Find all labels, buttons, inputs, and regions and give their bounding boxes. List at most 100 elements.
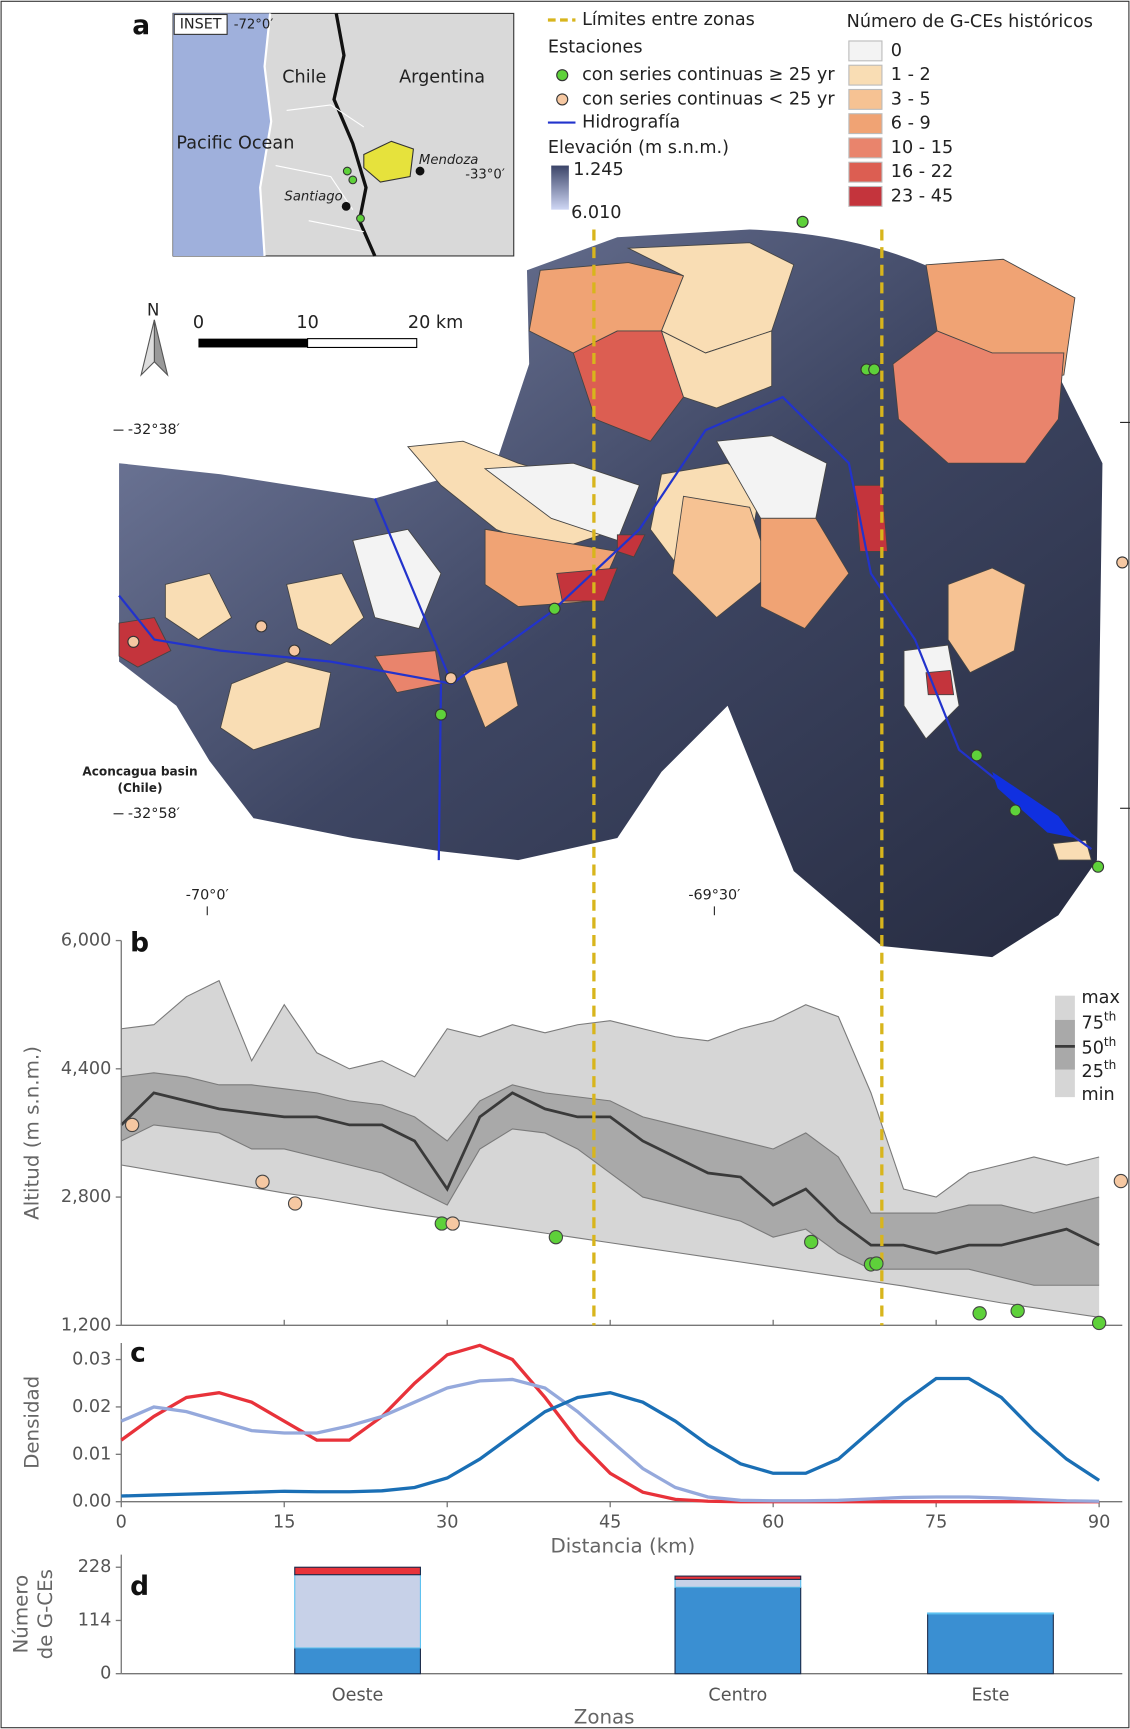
place: Chile <box>282 67 326 87</box>
lat-label: -32°58′ <box>128 806 180 822</box>
legend-label: 75th <box>1081 1009 1116 1033</box>
legend-label: 6.010 <box>571 203 621 223</box>
legend-swatch <box>849 138 882 158</box>
scale-label: 0 <box>193 313 204 333</box>
legend-label: max <box>1081 988 1119 1008</box>
panel-label: d <box>130 1571 149 1602</box>
legend-label: 10 - 15 <box>891 138 953 158</box>
lon-label: -69°30′ <box>688 887 740 903</box>
north-label: N <box>147 301 159 320</box>
scale-bar <box>308 339 417 348</box>
legend-label: 50th <box>1081 1034 1116 1058</box>
x-axis-title: Zonas <box>574 1705 635 1728</box>
bar-segment <box>675 1579 801 1587</box>
y-axis-title: Densidad <box>21 1376 44 1469</box>
bar-segment <box>675 1587 801 1673</box>
bar-segment <box>295 1567 421 1574</box>
y-tick-label: 0.03 <box>72 1350 111 1370</box>
bar-segment <box>928 1613 1054 1614</box>
x-tick-label: 90 <box>1088 1513 1110 1533</box>
legend-swatch <box>849 187 882 207</box>
density-line <box>121 1345 1099 1501</box>
north-arrow <box>141 320 154 375</box>
inset-lon: -72°0′ <box>234 17 274 32</box>
bar-segment <box>928 1614 1054 1674</box>
station <box>256 1175 269 1188</box>
panel-label: c <box>130 1337 146 1368</box>
place: Mendoza <box>419 153 478 168</box>
y-tick-label: 4,400 <box>61 1059 111 1079</box>
legend-label: 1.245 <box>573 160 623 180</box>
y-tick-label: 2,800 <box>61 1187 111 1207</box>
north-arrow <box>154 320 167 375</box>
station <box>126 1118 139 1131</box>
lat-label: -32°38′ <box>128 422 180 438</box>
legend-swatch <box>849 114 882 134</box>
scale-bar <box>198 339 307 348</box>
bar-segment <box>295 1575 421 1648</box>
station <box>549 1231 562 1244</box>
legend-label: 25th <box>1081 1058 1116 1082</box>
legend-label: Límites entre zonas <box>582 10 755 30</box>
x-tick-label: 45 <box>599 1513 621 1533</box>
station <box>1011 1304 1024 1317</box>
density-line <box>121 1378 1099 1496</box>
y-tick-label: 0.00 <box>72 1492 111 1512</box>
inset: INSET -72°0′ -33°0′ Chile Argentina Paci… <box>173 13 514 256</box>
legend-swatch <box>557 94 568 105</box>
legend-swatch <box>849 65 882 85</box>
panel-label: b <box>130 927 149 958</box>
station <box>446 1217 459 1230</box>
panel-label: a <box>132 10 150 41</box>
x-tick-label: 15 <box>273 1513 295 1533</box>
x-tick-label: Este <box>971 1686 1009 1706</box>
y-axis-title: Altitud (m s.n.m.) <box>21 1046 44 1220</box>
legend-title: Número de G-CEs históricos <box>847 12 1093 32</box>
x-tick-label: 0 <box>116 1513 127 1533</box>
place: Argentina <box>399 67 485 87</box>
legend-title: Elevación (m s.n.m.) <box>548 138 729 158</box>
y-tick-label: 114 <box>78 1610 112 1630</box>
bar-segment <box>675 1576 801 1579</box>
x-tick-label: Oeste <box>332 1686 384 1706</box>
elevation-ramp <box>551 166 569 210</box>
inset-label: INSET <box>180 16 222 32</box>
y-tick-label: 0.02 <box>72 1397 111 1417</box>
density-line <box>121 1379 1099 1501</box>
legend-title: Estaciones <box>548 38 643 58</box>
x-axis-title: Distancia (km) <box>551 1534 696 1557</box>
lon-label: -70°0′ <box>186 887 229 903</box>
legend-swatch <box>849 89 882 109</box>
legend-label: min <box>1081 1085 1114 1105</box>
x-tick-label: Centro <box>708 1686 767 1706</box>
legend-label: 1 - 2 <box>891 65 931 85</box>
station <box>870 1257 883 1270</box>
y-tick-label: 1,200 <box>61 1315 111 1335</box>
y-tick-label: 6,000 <box>61 931 111 951</box>
inset-lat: -33°0′ <box>465 167 505 182</box>
station <box>288 1197 301 1210</box>
basin-label: Aconcagua basin <box>82 764 197 778</box>
scale-label: 10 <box>296 313 318 333</box>
legend-label: 0 <box>891 41 902 61</box>
legend-label: con series continuas ≥ 25 yr <box>582 65 835 85</box>
legend-swatch <box>849 162 882 182</box>
y-tick-label: 228 <box>78 1557 112 1577</box>
y-tick-label: 0 <box>100 1664 111 1684</box>
station <box>805 1235 818 1248</box>
x-tick-label: 30 <box>436 1513 458 1533</box>
x-tick-label: 60 <box>762 1513 784 1533</box>
legend-label: con series continuas < 25 yr <box>582 89 835 109</box>
legend-swatch <box>849 41 882 61</box>
x-tick-label: 75 <box>925 1513 947 1533</box>
legend-swatch <box>557 70 568 81</box>
station <box>1114 1174 1127 1187</box>
legend-label: Hidrografía <box>582 113 680 133</box>
legend-label: 3 - 5 <box>891 89 931 109</box>
bar-segment <box>295 1648 421 1674</box>
legend-label: 6 - 9 <box>891 114 931 134</box>
legend-label: 23 - 45 <box>891 186 953 206</box>
y-axis-title: Número <box>10 1575 33 1654</box>
place: Pacific Ocean <box>176 134 294 154</box>
place: Santiago <box>284 189 342 204</box>
